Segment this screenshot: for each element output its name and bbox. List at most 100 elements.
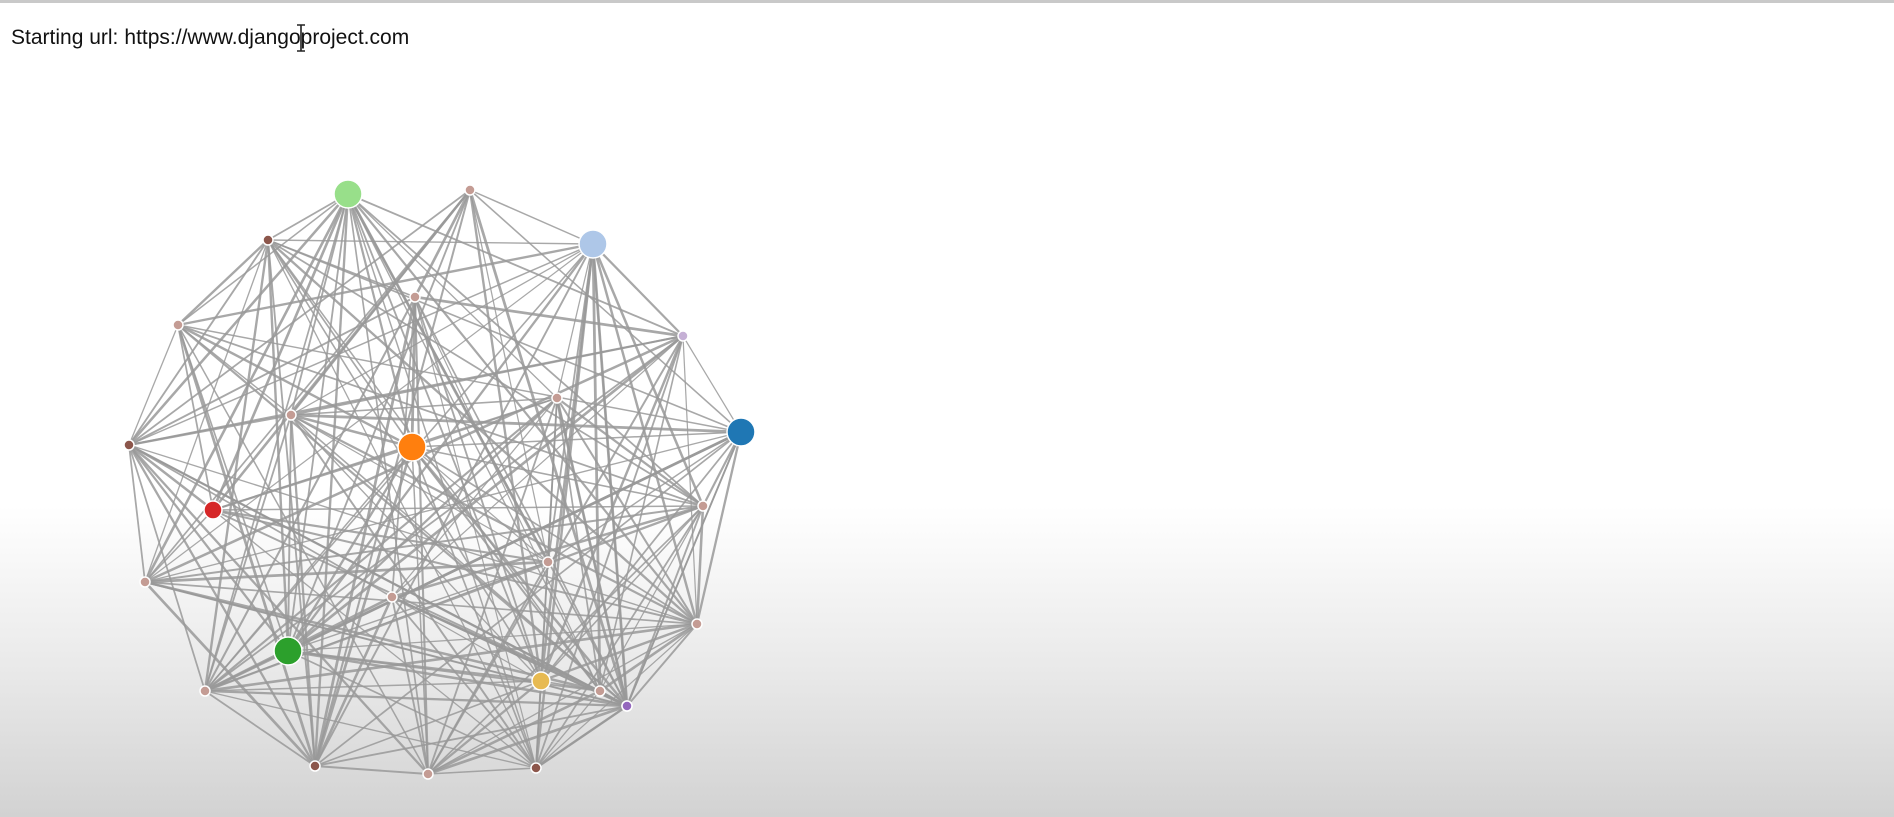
graph-edge — [128, 444, 206, 692]
graph-edge — [176, 324, 317, 767]
graph-node[interactable] — [285, 409, 297, 421]
graph-edge — [128, 239, 269, 446]
graph-edge — [290, 414, 628, 707]
graph-edge — [313, 193, 350, 767]
graph-edge — [413, 296, 430, 775]
graph-edge — [556, 397, 698, 625]
graph-edge — [535, 680, 542, 769]
graph-edge — [267, 239, 594, 245]
graph-edge — [144, 431, 742, 583]
graph-node[interactable] — [691, 618, 703, 630]
graph-node[interactable] — [578, 229, 608, 259]
graph-edge — [413, 189, 472, 298]
graph-edge — [290, 413, 413, 449]
graph-edge — [290, 414, 549, 563]
graph-edge — [287, 446, 413, 652]
graph-edge — [391, 397, 558, 598]
graph-edges — [128, 189, 743, 776]
graph-edge — [212, 445, 413, 512]
graph-edge — [204, 689, 628, 708]
graph-node[interactable] — [677, 330, 689, 342]
graph-edge — [177, 239, 269, 326]
graph-node[interactable] — [203, 500, 223, 520]
graph-edge — [287, 430, 742, 653]
graph-edge — [410, 296, 417, 448]
graph-edge — [682, 335, 742, 433]
graph-edge — [599, 622, 698, 693]
graph-edge — [128, 444, 393, 598]
graph-node[interactable] — [594, 685, 606, 697]
graph-edge — [128, 443, 214, 512]
graph-node[interactable] — [172, 319, 184, 331]
graph-edge — [177, 324, 704, 507]
graph-edge — [469, 189, 742, 433]
graph-node[interactable] — [551, 392, 563, 404]
graph-edge — [469, 189, 549, 563]
graph-edge — [290, 193, 349, 416]
graph-node[interactable] — [199, 685, 211, 697]
graph-edge — [287, 561, 549, 652]
graph-edge — [212, 509, 537, 769]
graph-node[interactable] — [542, 556, 554, 568]
graph-edge — [540, 622, 698, 683]
graph-edge — [212, 508, 549, 564]
graph-edge — [411, 446, 549, 563]
graph-edge — [414, 295, 684, 338]
graph-edge — [347, 193, 537, 769]
graph-edge — [391, 596, 537, 769]
graph-node[interactable] — [386, 591, 398, 603]
graph-edge — [144, 580, 601, 693]
graph-edge — [267, 239, 413, 448]
graph-node[interactable] — [409, 291, 421, 303]
graph-edge — [414, 296, 537, 769]
graph-edge — [347, 193, 542, 682]
graph-node[interactable] — [726, 417, 756, 447]
graph-node[interactable] — [464, 184, 476, 196]
graph-edge — [289, 414, 317, 767]
graph-node[interactable] — [530, 762, 542, 774]
graph-edge — [290, 335, 684, 416]
graph-edge — [204, 680, 542, 692]
graph-edge — [144, 560, 549, 584]
graph-edge — [411, 431, 742, 448]
graph-node[interactable] — [697, 500, 709, 512]
graph-edge — [347, 193, 704, 507]
graph-edge — [177, 324, 214, 511]
graph-edge — [314, 680, 542, 767]
graph-node[interactable] — [422, 768, 434, 780]
graph-edge — [347, 193, 684, 337]
graph-node[interactable] — [621, 700, 633, 712]
graph-edge — [287, 397, 558, 652]
graph-edge — [427, 561, 549, 775]
graph-edge — [556, 397, 704, 507]
graph-edge — [411, 446, 628, 707]
graph-edge — [539, 335, 685, 682]
window-top-border — [0, 0, 1894, 3]
graph-edge — [211, 193, 350, 511]
graph-node[interactable] — [333, 179, 363, 209]
graph-node[interactable] — [262, 234, 274, 246]
graph-edge — [128, 443, 628, 708]
graph-edge — [427, 704, 628, 776]
graph-edge — [204, 690, 316, 767]
graph-edge — [535, 704, 628, 770]
graph-edge — [626, 623, 698, 707]
graph-node[interactable] — [273, 636, 303, 666]
graph-edge — [427, 397, 558, 775]
graph-edge — [290, 397, 558, 416]
graph-edge — [144, 509, 214, 583]
graph-node[interactable] — [123, 439, 135, 451]
graph-node[interactable] — [531, 671, 551, 691]
graph-edge — [177, 242, 594, 327]
graph-edge — [267, 239, 537, 769]
graph-node[interactable] — [309, 760, 321, 772]
graph-node[interactable] — [397, 432, 427, 462]
graph-edge — [682, 335, 698, 625]
graph-node[interactable] — [139, 576, 151, 588]
graph-edge — [177, 323, 413, 449]
graph-edge — [267, 193, 349, 241]
graph-edge — [411, 446, 698, 625]
graph-edge — [287, 414, 292, 652]
graph-nodes[interactable] — [123, 179, 756, 780]
